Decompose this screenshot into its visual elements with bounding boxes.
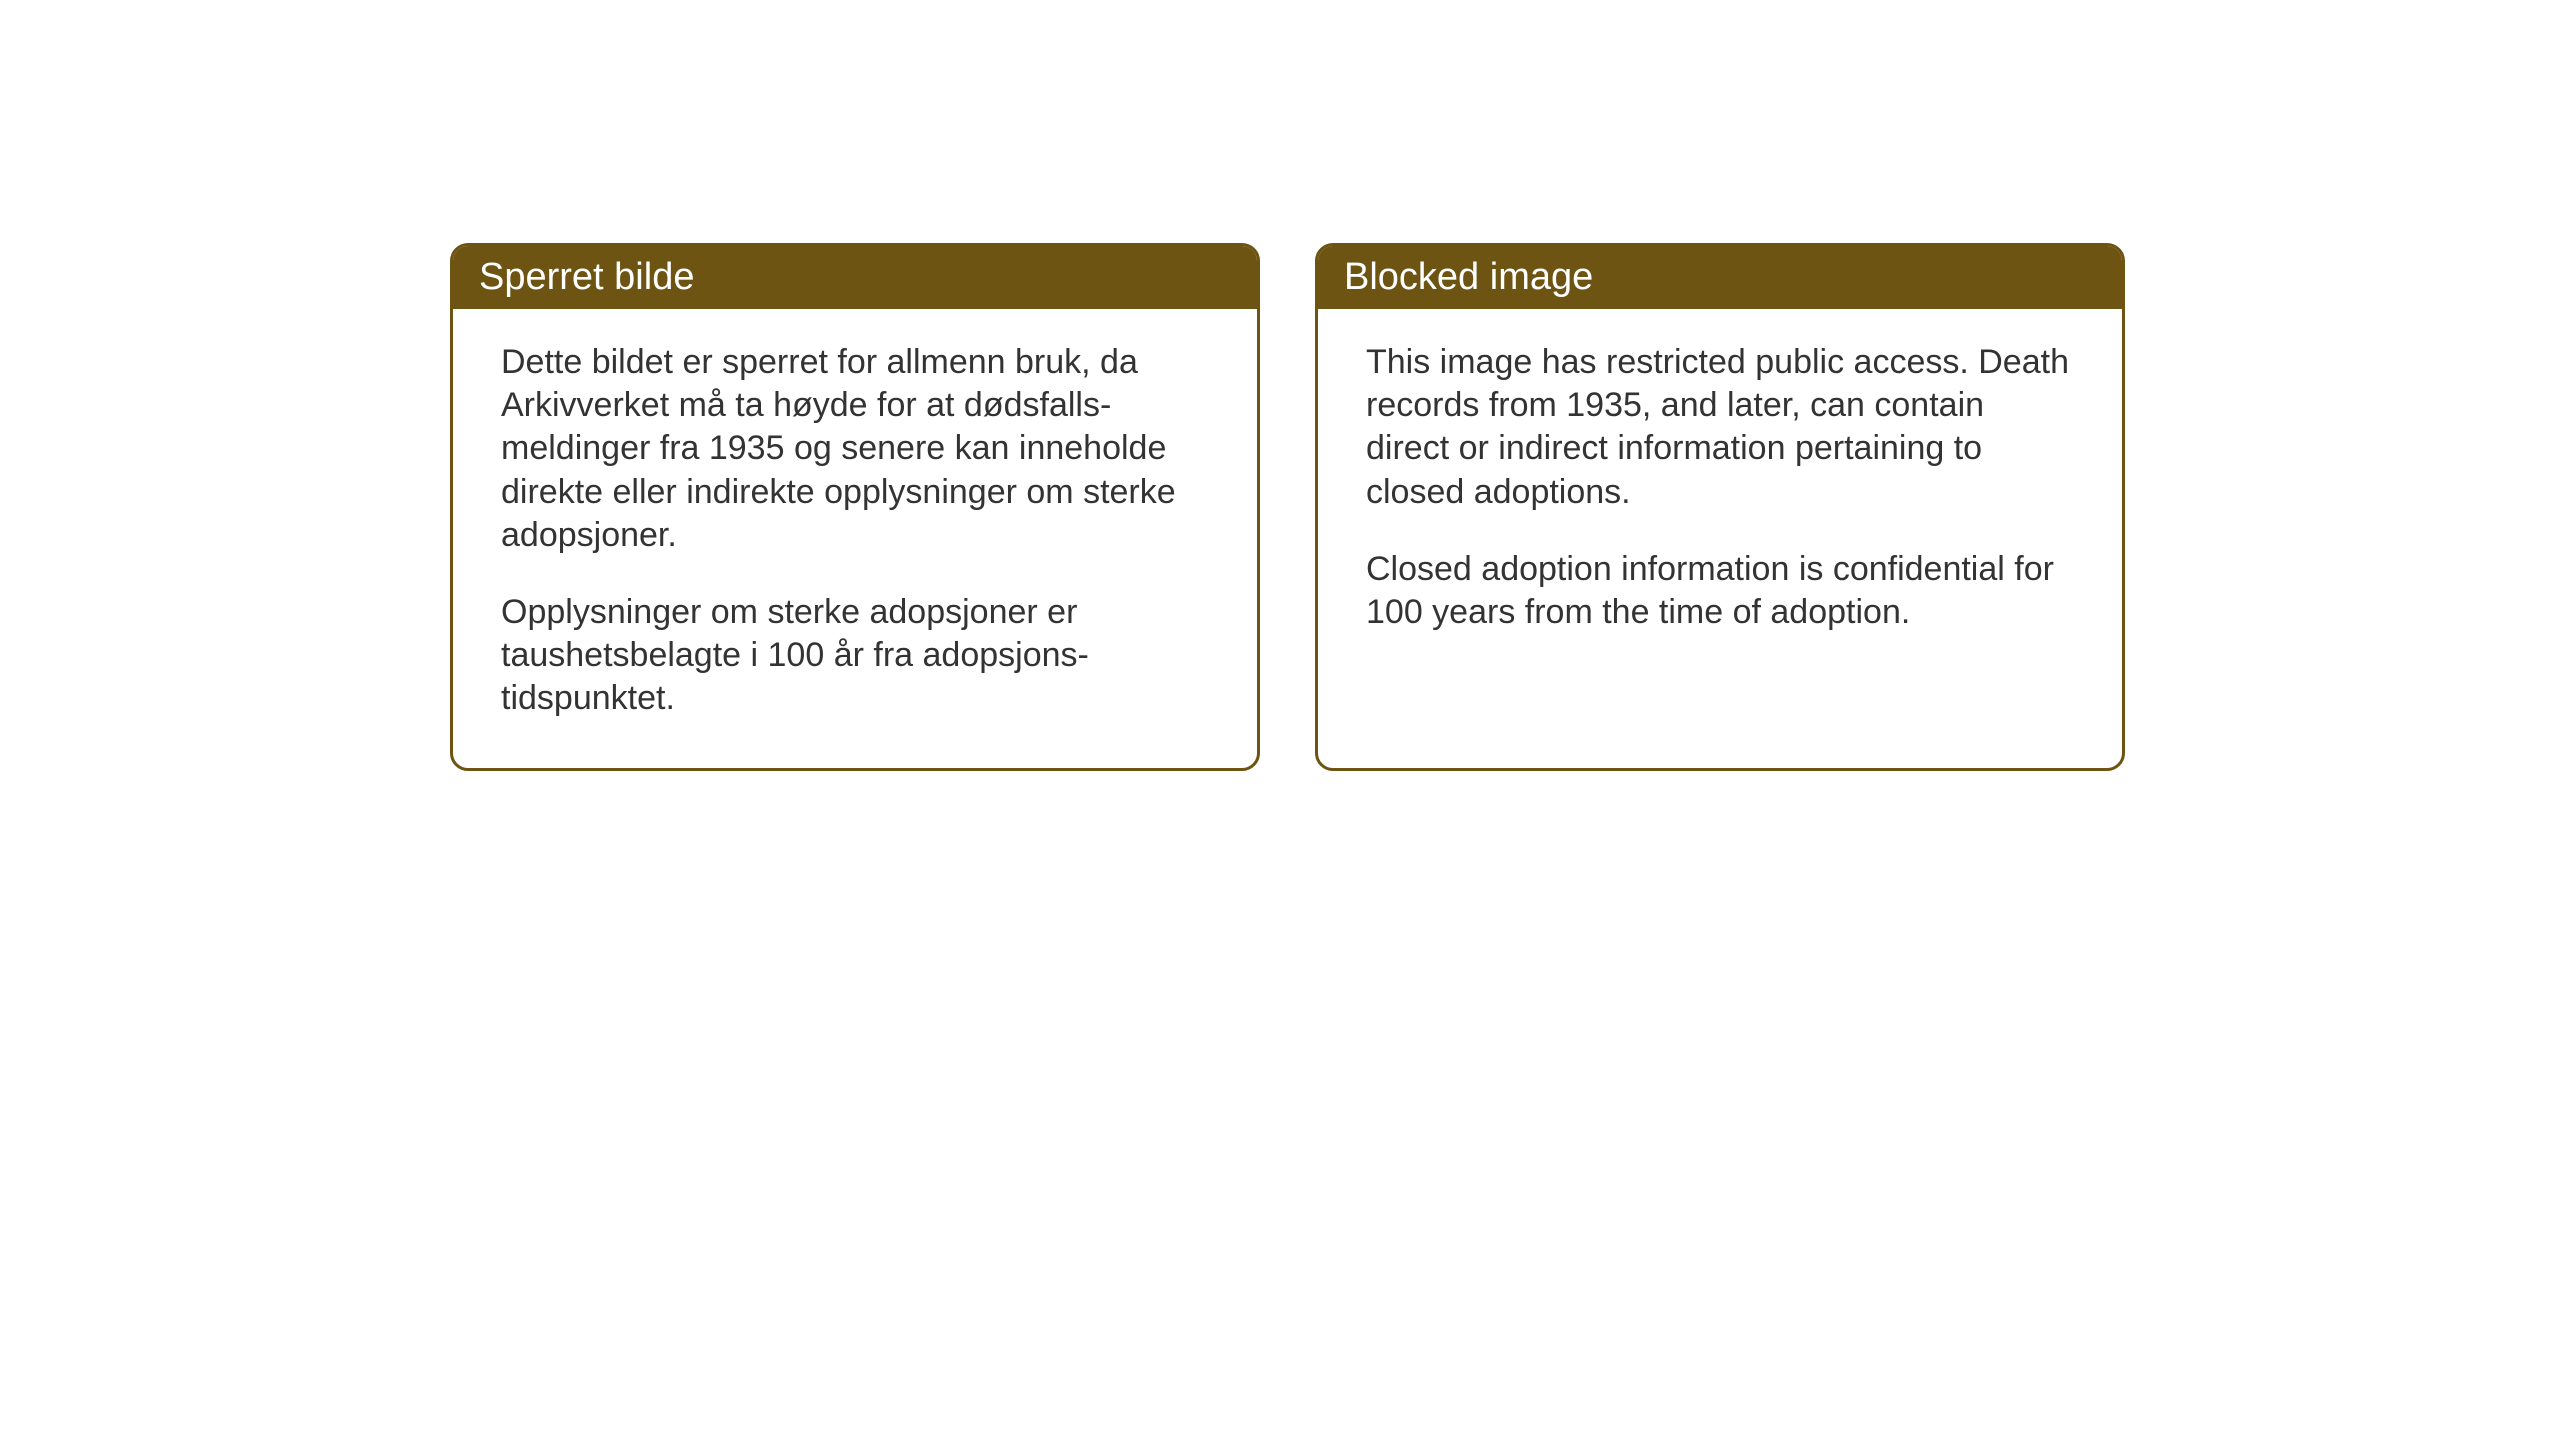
notice-paragraph1-norwegian: Dette bildet er sperret for allmenn bruk…	[501, 341, 1209, 557]
notice-header-norwegian: Sperret bilde	[453, 246, 1257, 309]
notice-paragraph2-norwegian: Opplysninger om sterke adopsjoner er tau…	[501, 591, 1209, 721]
notice-body-norwegian: Dette bildet er sperret for allmenn bruk…	[453, 309, 1257, 768]
notice-card-norwegian: Sperret bilde Dette bildet er sperret fo…	[450, 243, 1260, 771]
notice-title-norwegian: Sperret bilde	[479, 256, 694, 298]
notice-card-english: Blocked image This image has restricted …	[1315, 243, 2125, 771]
notice-header-english: Blocked image	[1318, 246, 2122, 309]
notice-body-english: This image has restricted public access.…	[1318, 309, 2122, 682]
notice-title-english: Blocked image	[1344, 256, 1593, 298]
notice-paragraph2-english: Closed adoption information is confident…	[1366, 548, 2074, 634]
notice-paragraph1-english: This image has restricted public access.…	[1366, 341, 2074, 514]
notice-container: Sperret bilde Dette bildet er sperret fo…	[450, 243, 2125, 771]
